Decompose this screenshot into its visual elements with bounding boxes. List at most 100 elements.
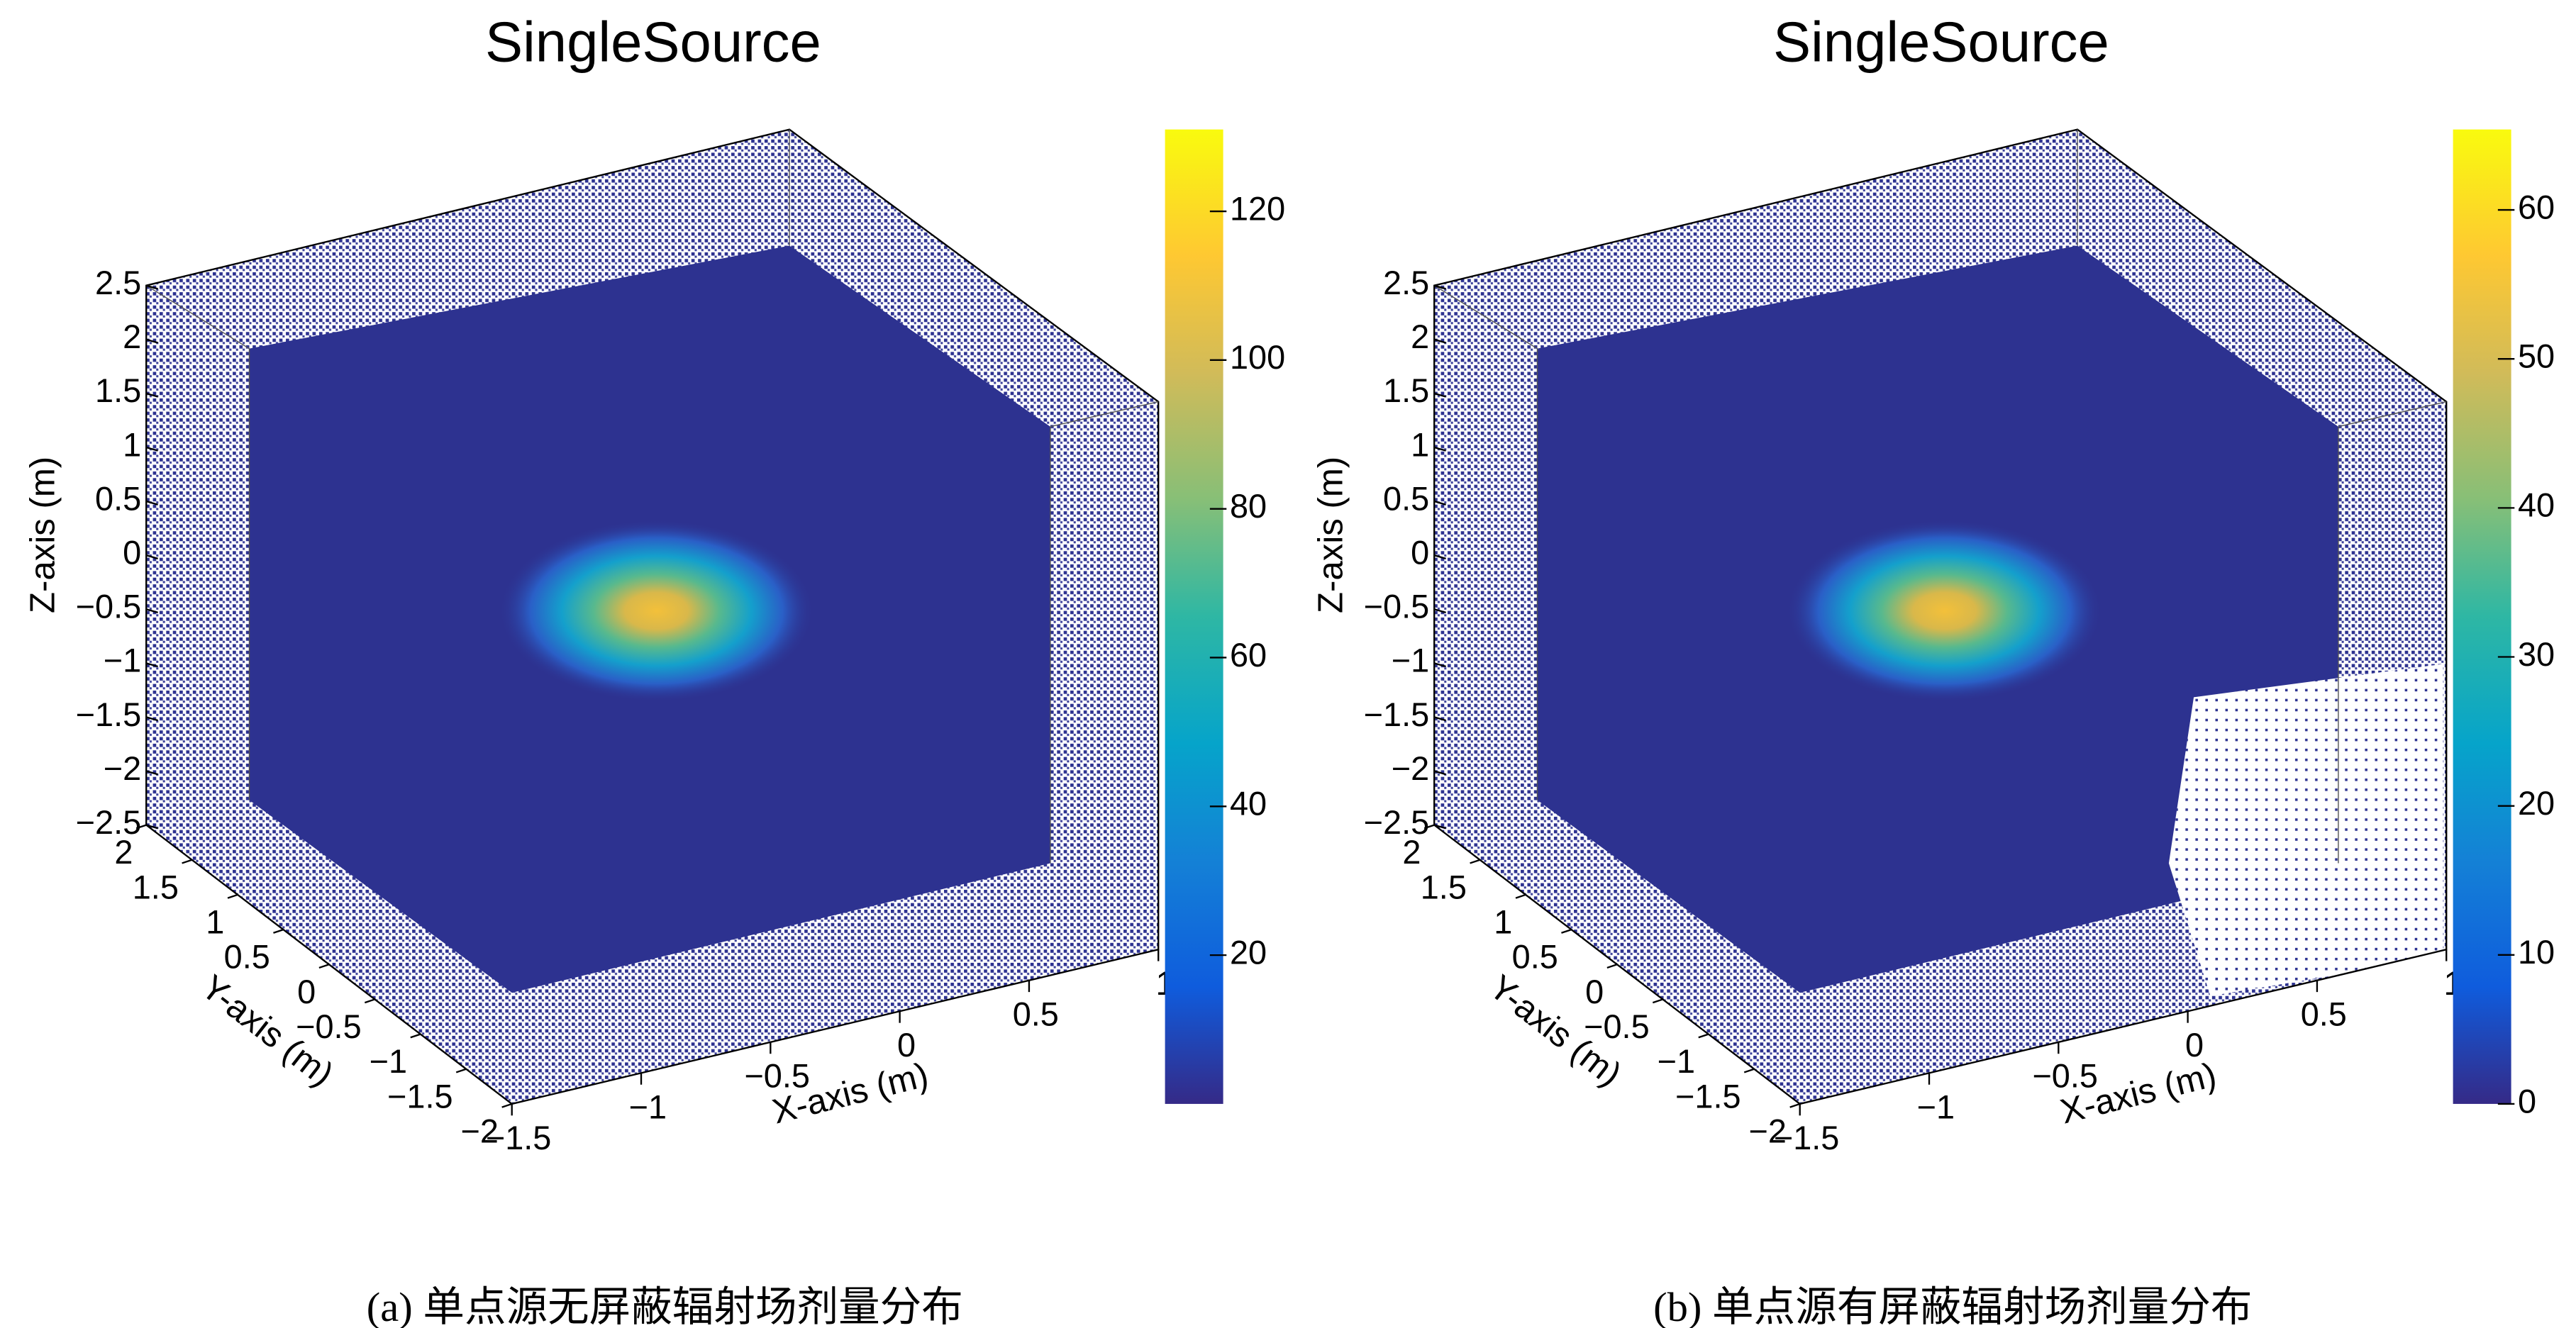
z-tick: [145, 446, 158, 452]
z-tick: [1433, 446, 1446, 452]
y-tick: [1789, 1103, 1801, 1108]
y-tick: [1561, 928, 1572, 934]
y-tick-label: 0.5: [1512, 939, 1558, 976]
z-tick: [1433, 662, 1446, 668]
colorbar-tick-label: 30: [2518, 636, 2555, 673]
z-tick-label: 1: [123, 426, 141, 463]
colorbar-tick-label: 60: [1230, 637, 1267, 674]
colorbar-tick-label: 10: [2518, 934, 2555, 971]
z-tick: [1433, 284, 1446, 290]
z-tick: [145, 500, 158, 506]
y-tick-label: 0.5: [224, 939, 270, 976]
z-tick-label: 2.5: [1383, 264, 1429, 301]
cube-edge: [145, 285, 250, 350]
y-tick: [1470, 859, 1481, 864]
x-tick-label: −0.5: [2032, 1058, 2097, 1095]
y-tick: [227, 893, 238, 899]
y-tick-label: 1: [206, 903, 224, 940]
caption: (b) 单点源有屏蔽辐射场剂量分布: [1653, 1284, 2252, 1328]
y-tick-label: 1.5: [133, 869, 179, 905]
z-tick-label: −1.5: [76, 696, 141, 733]
z-tick-label: −2: [1392, 750, 1429, 787]
z-tick-label: −1: [104, 642, 141, 679]
y-tick: [1698, 1033, 1709, 1039]
z-tick: [1433, 554, 1446, 559]
y-tick-label: −0.5: [296, 1008, 361, 1045]
y-tick: [135, 824, 147, 830]
dose-hotspot: [1786, 519, 2103, 703]
z-tick-label: 1: [1411, 426, 1429, 463]
chart-title: SingleSource: [485, 11, 821, 74]
z-tick-label: 0: [123, 535, 141, 571]
z-tick-label: 0: [1411, 535, 1429, 571]
y-tick-label: −2: [1749, 1112, 1787, 1149]
dose-hotspot: [498, 519, 815, 703]
colorbar-tick-label: 20: [2518, 785, 2555, 822]
y-tick-label: −1.5: [1675, 1078, 1741, 1115]
colorbar-tick-label: 40: [2518, 487, 2555, 524]
z-tick-label: 0.5: [95, 480, 141, 517]
colorbar-tick-label: 0: [2518, 1083, 2536, 1120]
z-tick: [1433, 338, 1446, 344]
y-tick-label: 0: [1585, 973, 1604, 1010]
z-tick-label: −1.5: [1364, 696, 1429, 733]
z-tick: [1433, 500, 1446, 506]
z-axis-label: Z-axis (m): [23, 457, 62, 613]
x-tick-label: −1: [1917, 1088, 1955, 1125]
y-tick-label: 1: [1494, 903, 1512, 940]
z-axis-label: Z-axis (m): [1311, 457, 1350, 613]
z-tick: [1433, 392, 1446, 398]
z-tick: [1433, 716, 1446, 722]
y-tick: [1743, 1068, 1755, 1073]
x-tick-label: −1.5: [486, 1120, 551, 1156]
y-tick: [455, 1068, 467, 1073]
z-tick: [145, 770, 158, 776]
colorbar-tick-label: 40: [1230, 786, 1267, 822]
colorbar-tick-label: 120: [1230, 190, 1285, 227]
z-tick-label: 2: [123, 318, 141, 355]
y-tick: [182, 859, 193, 864]
z-tick-label: −0.5: [76, 588, 141, 625]
y-tick-label: −2: [461, 1112, 499, 1149]
z-tick: [145, 284, 158, 290]
cube-edge: [1050, 401, 1159, 428]
y-tick-label: 1.5: [1421, 869, 1467, 905]
y-tick-label: 2: [1402, 834, 1421, 871]
y-tick: [1423, 824, 1435, 830]
z-tick-label: 1.5: [1383, 372, 1429, 409]
x-tick-label: 0: [2185, 1027, 2204, 1064]
colorbar-tick-label: 60: [2518, 189, 2555, 225]
x-tick-label: −0.5: [744, 1058, 809, 1095]
y-tick: [273, 928, 284, 934]
colorbar-tick-label: 80: [1230, 488, 1267, 525]
z-tick-label: −1: [1392, 642, 1429, 679]
y-tick-label: −1.5: [387, 1078, 453, 1115]
colorbar-scale: [2453, 129, 2511, 1104]
z-tick-label: −0.5: [1364, 588, 1429, 625]
y-tick: [501, 1103, 513, 1108]
colorbar-tick-label: 50: [2518, 338, 2555, 375]
colorbar-scale: [1165, 129, 1223, 1104]
z-tick: [1433, 770, 1446, 776]
x-tick-label: −1.5: [1774, 1120, 1839, 1156]
y-tick: [410, 1033, 421, 1039]
y-tick: [364, 998, 375, 1004]
y-tick: [318, 964, 330, 969]
y-tick-label: 0: [297, 973, 316, 1010]
z-tick: [145, 608, 158, 614]
x-tick-label: 0.5: [2301, 996, 2347, 1033]
z-tick: [145, 662, 158, 668]
y-tick-label: −1: [1658, 1043, 1695, 1080]
y-tick-label: 2: [114, 834, 133, 871]
colorbar: 20 40 60 80 100 120: [1165, 129, 1285, 1104]
colorbar: 0 10 20 30 40 50 60: [2453, 129, 2555, 1120]
z-tick-label: 2.5: [95, 264, 141, 301]
z-tick-label: −2.5: [1364, 804, 1429, 841]
cube-edge: [2338, 401, 2447, 428]
colorbar-tick-label: 100: [1230, 339, 1285, 376]
colorbar-tick-label: 20: [1230, 934, 1267, 971]
y-tick-label: −0.5: [1584, 1008, 1649, 1045]
chart-title: SingleSource: [1773, 11, 2109, 74]
